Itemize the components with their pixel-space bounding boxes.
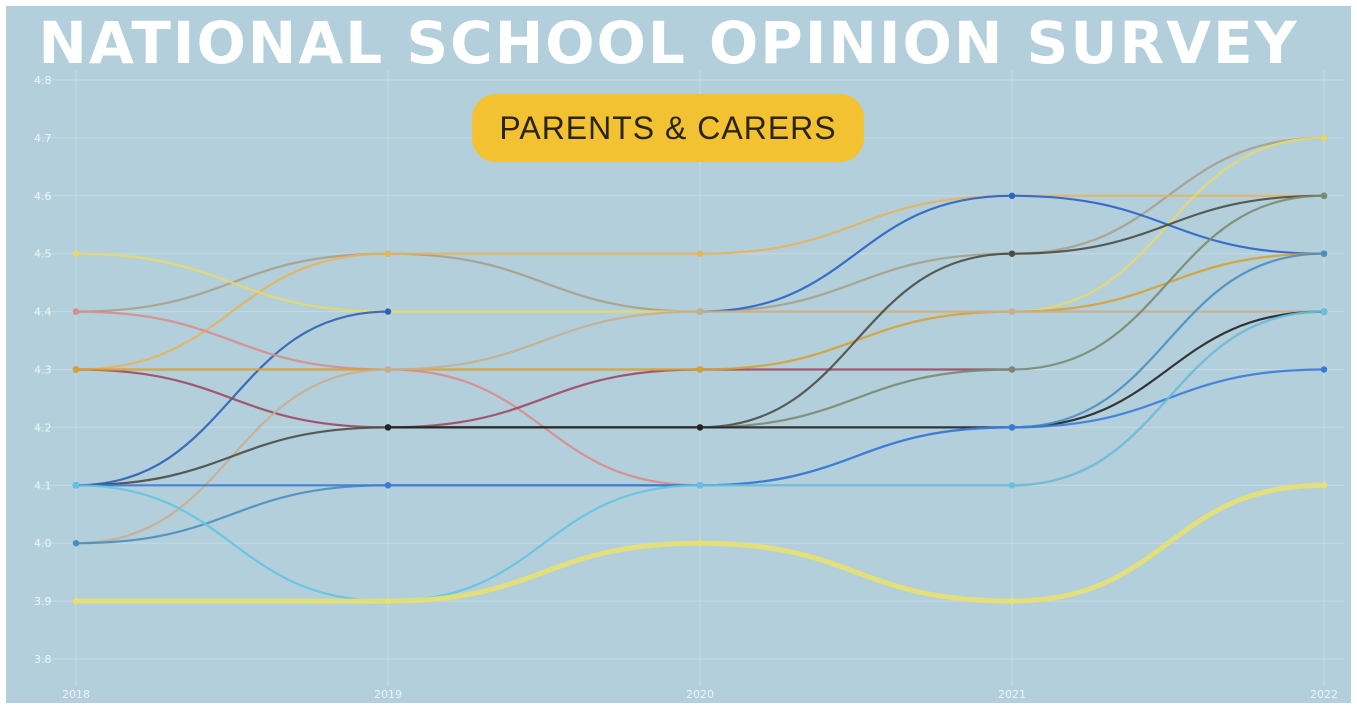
- series-6-point: [72, 308, 80, 315]
- series-16-point: [1320, 482, 1328, 489]
- series-12-point: [696, 424, 704, 431]
- y-tick-label: 4.7: [34, 132, 52, 145]
- series-10-point: [1008, 250, 1016, 257]
- series-3-point: [1320, 134, 1328, 142]
- series-16-point: [1008, 597, 1016, 605]
- x-tick-label: 2020: [686, 688, 714, 701]
- series-line-9: [74, 310, 1326, 545]
- x-tick-label: 2019: [374, 688, 402, 701]
- y-tick-label: 4.3: [34, 364, 52, 377]
- series-15-point: [1008, 482, 1016, 489]
- series-15-point: [72, 482, 80, 489]
- series-2-point: [696, 250, 704, 257]
- x-tick-label: 2018: [62, 688, 90, 701]
- series-line-12: [386, 310, 1326, 429]
- chart-title: NATIONAL SCHOOL OPINION SURVEY: [38, 9, 1299, 77]
- x-tick-label: 2022: [1310, 688, 1338, 701]
- series-13-point: [1320, 250, 1328, 257]
- series-14-point: [1008, 424, 1016, 431]
- y-tick-label: 4.2: [34, 421, 52, 434]
- y-tick-label: 4.5: [34, 248, 52, 261]
- series-line-16: [73, 482, 1327, 604]
- line-chart: 3.8 3.9 4.0 4.1 4.2 4.3 4.4 4.5 4.6 4.7 4.8 2018 201…: [34, 70, 1344, 701]
- gridlines: [36, 70, 1344, 686]
- series-11-point: [1008, 366, 1016, 373]
- series-13-point: [72, 540, 80, 547]
- series-14-point: [1320, 366, 1328, 373]
- series-9-point: [696, 308, 704, 315]
- x-tick-label: 2021: [998, 688, 1026, 701]
- y-tick-label: 4.4: [34, 306, 52, 319]
- series-3-point: [72, 250, 80, 257]
- series-16-point: [384, 597, 392, 605]
- series-8-point: [72, 366, 80, 373]
- chart-panel: 3.8 3.9 4.0 4.1 4.2 4.3 4.4 4.5 4.6 4.7 4.8 2018 201…: [6, 6, 1351, 703]
- series-16-point: [72, 597, 80, 605]
- series-16-point: [696, 540, 704, 547]
- y-tick-label: 4.0: [34, 537, 52, 550]
- series-14-point: [384, 482, 392, 489]
- y-tick-label: 3.8: [34, 653, 52, 666]
- series-9-point: [384, 366, 392, 373]
- series-5-point: [1008, 192, 1016, 199]
- series-8-point: [696, 366, 704, 373]
- y-tick-label: 4.8: [34, 74, 52, 87]
- y-tick-label: 4.6: [34, 190, 52, 203]
- series-line-11: [698, 194, 1326, 429]
- series-line-8: [74, 252, 1326, 371]
- series-line-7: [74, 368, 1014, 429]
- series-4-point: [384, 308, 392, 315]
- series-11-point: [1320, 192, 1328, 199]
- series-9-point: [1008, 308, 1016, 315]
- series-15-point: [696, 482, 704, 489]
- series-2-point: [384, 250, 392, 257]
- audience-badge: PARENTS & CARERS: [472, 94, 864, 162]
- series-15-point: [1320, 308, 1328, 315]
- series-lines: [73, 136, 1327, 604]
- y-tick-label: 4.1: [34, 479, 52, 492]
- axis-ticks: 3.8 3.9 4.0 4.1 4.2 4.3 4.4 4.5 4.6 4.7 4.8 2018 201…: [34, 74, 1338, 701]
- series-points: [72, 134, 1328, 605]
- y-tick-label: 3.9: [34, 595, 52, 608]
- series-line-10: [74, 194, 1326, 487]
- series-12-point: [384, 424, 392, 431]
